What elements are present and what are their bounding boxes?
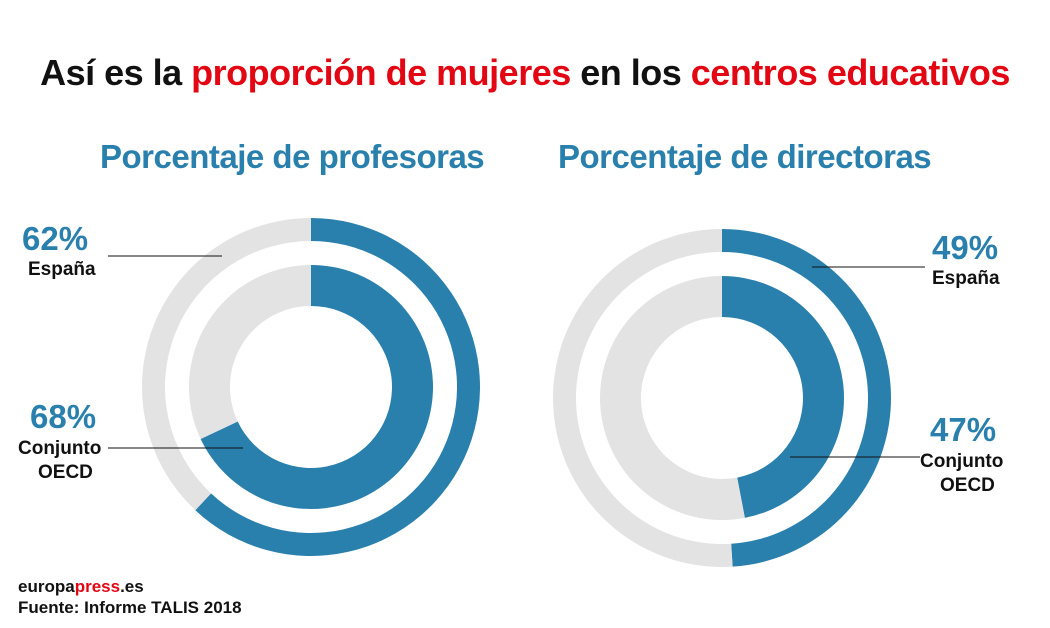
- value-label-teachers-oecd: 68%: [30, 398, 96, 435]
- teachers-inner-ring-remainder-slice: [189, 265, 311, 439]
- label-teachers-spain: España: [28, 259, 96, 280]
- teachers-outer-ring-value-slice: [195, 218, 481, 556]
- brand-suffix: .es: [120, 577, 144, 596]
- label-directors-oecd-line2: OECD: [940, 475, 995, 496]
- directors-outer-ring-value-slice: [722, 229, 891, 567]
- brand-main: europa: [18, 577, 75, 596]
- directors-donut: [552, 229, 891, 568]
- directors-chart-title: Porcentaje de directoras: [558, 138, 932, 175]
- label-teachers-oecd-line1: Conjunto: [18, 438, 101, 459]
- europapress-logo: europapress.es: [18, 577, 144, 597]
- directors-outer-ring-remainder-slice: [552, 229, 733, 568]
- title-part-3: en los: [570, 52, 691, 93]
- teachers-donut: [142, 218, 481, 556]
- source-note: Fuente: Informe TALIS 2018: [18, 598, 242, 617]
- title-part-1: Así es la: [40, 52, 192, 93]
- directors-inner-ring-remainder-slice: [599, 276, 745, 520]
- value-label-directors-oecd: 47%: [930, 411, 996, 448]
- brand-accent: press: [74, 577, 121, 596]
- teachers-inner-ring-value-slice: [200, 265, 434, 509]
- title-part-4-highlight: centros educativos: [690, 52, 1011, 93]
- main-title: Así es la proporción de mujeres en los c…: [0, 52, 1050, 94]
- teachers-chart-title: Porcentaje de profesoras: [100, 138, 485, 175]
- label-teachers-oecd-line2: OECD: [38, 462, 93, 483]
- value-label-teachers-spain: 62%: [22, 220, 88, 257]
- label-directors-spain: España: [932, 268, 1000, 289]
- title-part-2-highlight: proporción de mujeres: [191, 52, 571, 93]
- value-label-directors-spain: 49%: [932, 229, 998, 266]
- directors-inner-ring-value-slice: [722, 276, 844, 518]
- label-directors-oecd-line1: Conjunto: [920, 451, 1003, 472]
- teachers-outer-ring-remainder-slice: [142, 218, 311, 511]
